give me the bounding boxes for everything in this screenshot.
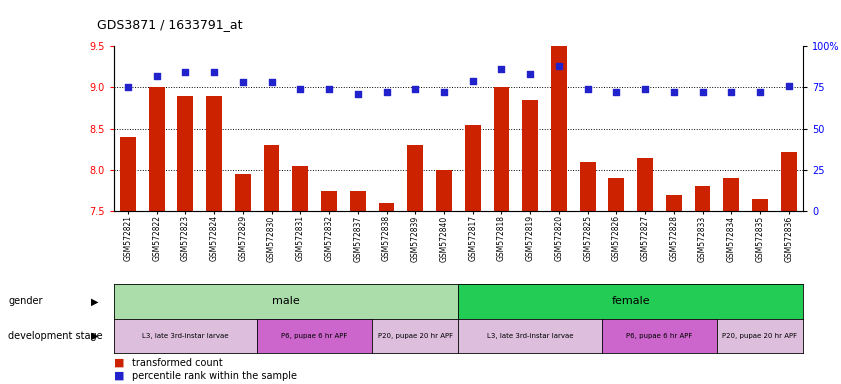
Text: ▶: ▶ xyxy=(91,331,98,341)
Text: male: male xyxy=(272,296,299,306)
Point xyxy=(667,89,680,95)
Bar xyxy=(637,157,653,211)
Bar xyxy=(522,100,538,211)
Point xyxy=(178,70,192,76)
Point xyxy=(581,86,595,92)
Bar xyxy=(666,195,682,211)
Point xyxy=(725,89,738,95)
Point xyxy=(409,86,422,92)
Point xyxy=(523,71,537,77)
Point xyxy=(380,89,394,95)
Point xyxy=(294,86,307,92)
Point xyxy=(121,84,135,91)
Point xyxy=(351,91,364,97)
Text: GDS3871 / 1633791_at: GDS3871 / 1633791_at xyxy=(97,18,242,31)
Text: L3, late 3rd-instar larvae: L3, late 3rd-instar larvae xyxy=(142,333,229,339)
Point xyxy=(150,73,163,79)
Point xyxy=(610,89,623,95)
Bar xyxy=(579,162,595,211)
Bar xyxy=(350,190,366,211)
Point xyxy=(236,79,250,86)
Point xyxy=(782,83,796,89)
Bar xyxy=(206,96,222,211)
Point xyxy=(638,86,652,92)
Bar xyxy=(494,88,510,211)
Text: ■: ■ xyxy=(114,371,124,381)
Text: ▶: ▶ xyxy=(91,296,98,306)
Bar xyxy=(293,166,308,211)
Point xyxy=(495,66,508,72)
Bar xyxy=(264,145,279,211)
Text: P6, pupae 6 hr APF: P6, pupae 6 hr APF xyxy=(627,333,693,339)
Text: female: female xyxy=(611,296,650,306)
Text: P20, pupae 20 hr APF: P20, pupae 20 hr APF xyxy=(378,333,452,339)
Text: transformed count: transformed count xyxy=(132,358,223,368)
Bar xyxy=(321,190,337,211)
Point xyxy=(322,86,336,92)
Point xyxy=(208,70,221,76)
Point xyxy=(754,89,767,95)
Bar xyxy=(120,137,135,211)
Bar xyxy=(465,124,480,211)
Text: P6, pupae 6 hr APF: P6, pupae 6 hr APF xyxy=(282,333,348,339)
Bar xyxy=(752,199,768,211)
Bar xyxy=(177,96,193,211)
Bar xyxy=(781,152,796,211)
Text: L3, late 3rd-instar larvae: L3, late 3rd-instar larvae xyxy=(487,333,574,339)
Text: gender: gender xyxy=(8,296,43,306)
Bar xyxy=(551,46,567,211)
Bar xyxy=(609,178,624,211)
Point xyxy=(553,63,566,69)
Text: development stage: development stage xyxy=(8,331,103,341)
Text: percentile rank within the sample: percentile rank within the sample xyxy=(132,371,297,381)
Point xyxy=(466,78,479,84)
Point xyxy=(265,79,278,86)
Bar xyxy=(695,187,711,211)
Text: P20, pupae 20 hr APF: P20, pupae 20 hr APF xyxy=(722,333,797,339)
Bar xyxy=(723,178,739,211)
Bar xyxy=(407,145,423,211)
Bar xyxy=(436,170,452,211)
Text: ■: ■ xyxy=(114,358,124,368)
Point xyxy=(696,89,709,95)
Bar xyxy=(378,203,394,211)
Bar xyxy=(235,174,251,211)
Point xyxy=(437,89,451,95)
Bar xyxy=(149,88,165,211)
